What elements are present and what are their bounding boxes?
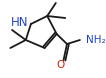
Text: NH₂: NH₂ — [86, 35, 105, 45]
Text: O: O — [57, 60, 65, 70]
Text: HN: HN — [11, 17, 28, 29]
